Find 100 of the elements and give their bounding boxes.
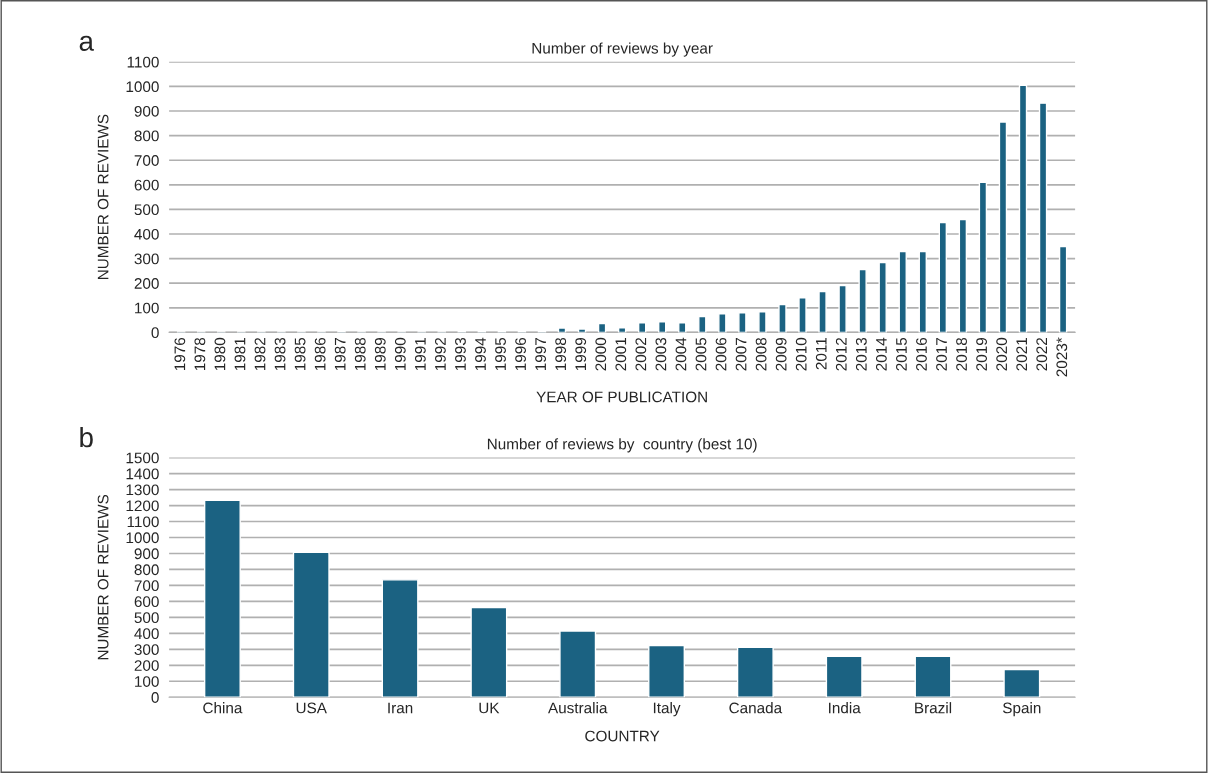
y-tick-label: 1300: [126, 484, 159, 496]
x-tick-label: 1996: [515, 337, 526, 371]
x-tick-label: UK: [479, 702, 500, 714]
y-tick-label: 1100: [127, 56, 159, 68]
y-tick-label: 900: [134, 548, 159, 560]
bar: [617, 327, 627, 333]
x-tick-label: 1976: [174, 337, 186, 371]
bar: [738, 312, 747, 333]
bar: [736, 646, 774, 698]
x-axis-title: YEAR OF PUBLICATION: [536, 391, 707, 403]
x-tick-label: 1989: [374, 337, 386, 371]
y-tick-label: 1500: [126, 452, 159, 464]
bar: [758, 311, 767, 333]
x-tick-label: Canada: [729, 702, 783, 714]
x-tick-label: 1988: [354, 337, 366, 371]
x-tick-label: Brazil: [915, 702, 952, 714]
bar: [637, 322, 647, 333]
bar: [577, 328, 587, 333]
x-tick-label: 2015: [896, 337, 907, 371]
x-tick-label: 2012: [835, 338, 847, 371]
x-tick-label: USA: [296, 702, 327, 714]
bar: [978, 181, 988, 333]
bar: [658, 321, 667, 333]
bar: [648, 644, 685, 698]
x-tick-label: 1980: [214, 337, 226, 371]
x-tick-label: Australia: [548, 702, 608, 714]
bar: [1058, 245, 1068, 333]
x-tick-label: 1992: [435, 338, 446, 371]
x-tick-label: 2006: [715, 337, 727, 371]
bar: [914, 655, 952, 698]
x-axis-title: COUNTRY: [585, 730, 660, 742]
bar: [898, 250, 907, 333]
y-tick-label: 600: [134, 596, 159, 608]
y-axis-title: NUMBER OF REVIEWS: [97, 494, 109, 660]
y-tick-label: 200: [134, 660, 159, 671]
text: b: [80, 426, 93, 448]
x-tick-label: Italy: [653, 702, 681, 717]
x-tick-label: 1991: [414, 337, 426, 371]
x-tick-label: 2022: [1036, 338, 1048, 371]
bar: [818, 290, 827, 333]
x-tick-label: 1985: [294, 337, 306, 371]
x-tick-label: 2023*: [1056, 337, 1068, 377]
x-tick-label: 2007: [735, 338, 747, 371]
bar: [470, 606, 508, 698]
x-tick-label: 1978: [194, 337, 206, 371]
x-tick-label: 1995: [495, 337, 506, 371]
y-tick-label: 1400: [126, 468, 159, 480]
y-tick-label: 500: [134, 204, 159, 216]
x-tick-label: 2000: [595, 337, 607, 371]
x-tick-label: 1981: [234, 337, 246, 371]
bar: [718, 313, 727, 333]
x-tick-label: 1998: [555, 337, 567, 371]
bar: [958, 218, 968, 333]
x-tick-label: 2005: [695, 337, 707, 371]
text: a: [79, 35, 94, 51]
bar: [381, 579, 419, 698]
y-tick-label: 400: [134, 228, 159, 240]
x-tick-label: 2018: [956, 337, 967, 371]
x-tick-label: 2011: [815, 337, 827, 370]
x-tick-label: China: [203, 702, 243, 714]
bar: [838, 284, 847, 333]
x-tick-label: 1986: [314, 337, 326, 371]
y-tick-label: 100: [135, 302, 159, 314]
x-tick-label: 2008: [755, 337, 767, 371]
bar: [918, 250, 927, 333]
x-tick-label: 2014: [875, 337, 887, 371]
y-tick-label: 700: [134, 580, 159, 592]
bar: [878, 261, 887, 333]
y-tick-label: 800: [134, 564, 159, 576]
x-tick-label: 1983: [274, 337, 286, 371]
bar: [559, 630, 597, 698]
y-axis-title: NUMBER OF REVIEWS: [97, 114, 109, 280]
bar: [1018, 84, 1028, 333]
x-tick-label: 2021: [1016, 337, 1028, 371]
x-tick-label: 2017: [936, 338, 947, 371]
y-tick-label: 0: [151, 327, 159, 339]
chart-title: Number of reviews by year: [532, 42, 713, 57]
bar: [203, 499, 241, 698]
x-tick-label: 1990: [394, 337, 406, 371]
bar: [1003, 668, 1041, 698]
y-tick-label: 1200: [126, 500, 159, 512]
y-tick-label: 0: [151, 692, 159, 703]
bar: [1038, 102, 1048, 333]
bar: [678, 322, 687, 333]
bar: [292, 551, 330, 698]
y-tick-label: 700: [134, 155, 159, 166]
bar: [557, 327, 567, 333]
x-tick-label: 2009: [775, 337, 787, 371]
x-tick-label: India: [829, 702, 861, 714]
x-tick-label: 2010: [795, 337, 807, 371]
x-tick-label: 2002: [635, 338, 647, 371]
x-tick-label: Spain: [1002, 702, 1041, 717]
y-tick-label: 1000: [126, 81, 159, 93]
y-tick-label: 300: [134, 644, 159, 656]
y-tick-label: 800: [134, 130, 159, 142]
x-tick-label: 1997: [535, 338, 547, 371]
bar: [858, 268, 867, 333]
y-tick-label: 200: [134, 278, 159, 289]
bar: [798, 297, 807, 333]
x-tick-label: 1993: [455, 337, 466, 371]
